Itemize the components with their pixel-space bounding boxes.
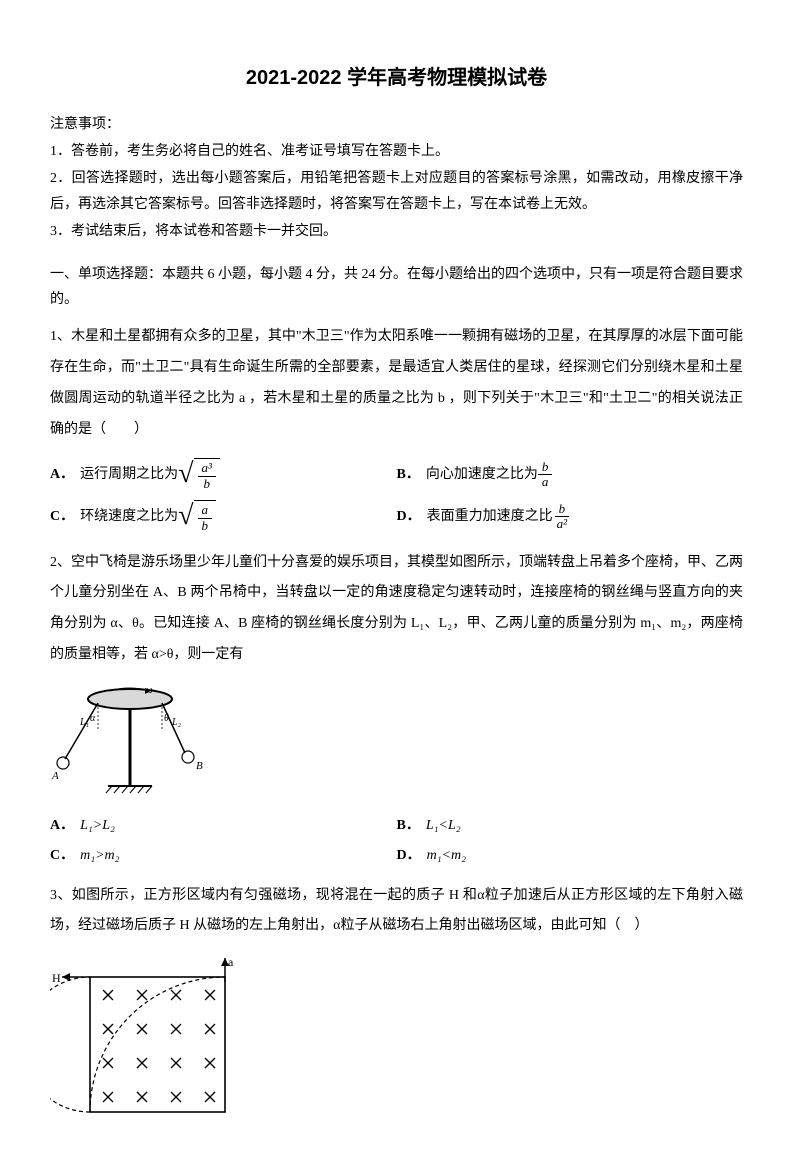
svg-text:A: A bbox=[51, 770, 59, 782]
frac-num: b bbox=[559, 501, 566, 516]
question-1-options: A． 运行周期之比为 √ a³ b B． 向心加速度之比为 b a C． 环绕速… bbox=[50, 454, 743, 538]
option-label: B． bbox=[397, 813, 420, 838]
q1-a-text: 运行周期之比为 bbox=[80, 462, 178, 487]
svg-text:θ: θ bbox=[164, 713, 169, 724]
frac-expression: b a² bbox=[553, 502, 571, 532]
question-2-text: 2、空中飞椅是游乐场里少年儿童们十分喜爱的娱乐项目，其模型如图所示，顶端转盘上吊… bbox=[50, 548, 743, 671]
q1-option-a: A． 运行周期之比为 √ a³ b bbox=[50, 454, 397, 496]
frac-num: a bbox=[202, 502, 209, 517]
q2-c-value: m₁>m₂ bbox=[80, 843, 119, 868]
option-label: C． bbox=[50, 843, 74, 868]
q2-option-c: C． m₁>m₂ bbox=[50, 841, 397, 871]
q2-b-value: L₁<L₂ bbox=[426, 813, 461, 838]
section-1-intro: 一、单项选择题：本题共 6 小题，每小题 4 分，共 24 分。在每小题给出的四… bbox=[50, 262, 743, 312]
magnetic-field-diagram-icon: H a bbox=[50, 952, 260, 1122]
svg-text:L₁: L₁ bbox=[79, 717, 89, 728]
question-2-figure: ω L₁ α A L₂ θ B bbox=[50, 681, 743, 801]
q2-a-value: L₁>L₂ bbox=[80, 813, 115, 838]
question-2-options: A． L₁>L₂ B． L₁<L₂ C． m₁>m₂ D． m₁<m₂ bbox=[50, 811, 743, 871]
option-label: A． bbox=[50, 462, 74, 487]
sqrt-expression: √ a³ b bbox=[178, 458, 220, 491]
question-3-figure: H a bbox=[50, 952, 743, 1122]
frac-den: a² bbox=[557, 516, 567, 531]
frac-num: b bbox=[542, 459, 549, 474]
q1-c-text: 环绕速度之比为 bbox=[80, 504, 178, 529]
svg-text:B: B bbox=[196, 760, 203, 772]
option-label: B． bbox=[397, 462, 420, 487]
q2-option-b: B． L₁<L₂ bbox=[397, 811, 744, 841]
q1-option-b: B． 向心加速度之比为 b a bbox=[397, 454, 744, 496]
q1-b-text: 向心加速度之比为 bbox=[426, 462, 538, 487]
q1-d-text: 表面重力加速度之比 bbox=[427, 504, 553, 529]
q2-d-value: m₁<m₂ bbox=[427, 843, 466, 868]
svg-text:H: H bbox=[52, 971, 61, 985]
svg-text:α: α bbox=[90, 713, 96, 724]
notice-item-3: 3．考试结束后，将本试卷和答题卡一并交回。 bbox=[50, 219, 743, 244]
sqrt-expression: √ a b bbox=[178, 500, 216, 533]
option-label: A． bbox=[50, 813, 74, 838]
q1-option-d: D． 表面重力加速度之比 b a² bbox=[397, 496, 744, 538]
svg-text:L₂: L₂ bbox=[171, 717, 182, 728]
svg-text:a: a bbox=[228, 955, 234, 969]
frac-den: a bbox=[542, 474, 549, 489]
frac-den: b bbox=[203, 476, 210, 491]
frac-expression: b a bbox=[538, 460, 553, 490]
notice-item-1: 1．答卷前，考生务必将自己的姓名、准考证号填写在答题卡上。 bbox=[50, 139, 743, 164]
option-label: C． bbox=[50, 504, 74, 529]
frac-num: a³ bbox=[202, 460, 212, 475]
frac-den: b bbox=[202, 518, 209, 533]
q2-option-a: A． L₁>L₂ bbox=[50, 811, 397, 841]
question-1-text: 1、木星和土星都拥有众多的卫星，其中"木卫三"作为太阳系唯一一颗拥有磁场的卫星，… bbox=[50, 322, 743, 445]
page-title: 2021-2022 学年高考物理模拟试卷 bbox=[50, 60, 743, 96]
notice-heading: 注意事项： bbox=[50, 112, 743, 137]
option-label: D． bbox=[397, 843, 421, 868]
question-3-text: 3、如图所示，正方形区域内有匀强磁场，现将混在一起的质子 H 和α粒子加速后从正… bbox=[50, 881, 743, 943]
option-label: D． bbox=[397, 504, 421, 529]
notice-item-2: 2．回答选择题时，选出每小题答案后，用铅笔把答题卡上对应题目的答案标号涂黑，如需… bbox=[50, 166, 743, 216]
q1-option-c: C． 环绕速度之比为 √ a b bbox=[50, 496, 397, 538]
carousel-diagram-icon: ω L₁ α A L₂ θ B bbox=[50, 681, 210, 801]
q2-option-d: D． m₁<m₂ bbox=[397, 841, 744, 871]
